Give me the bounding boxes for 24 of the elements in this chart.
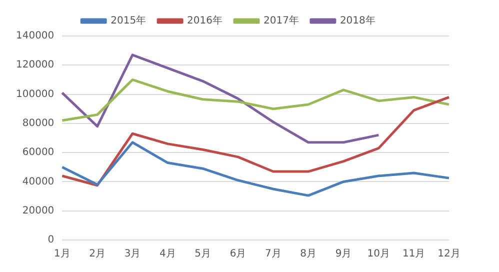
y-tick-label: 60000 (22, 147, 54, 158)
x-tick-label: 8月 (300, 248, 317, 260)
y-tick-label: 0 (48, 234, 54, 246)
y-tick-label: 80000 (22, 118, 54, 130)
y-tick-label: 40000 (22, 176, 54, 188)
legend-label: 2017年 (264, 14, 299, 27)
x-tick-label: 7月 (264, 248, 282, 260)
x-tick-label: 6月 (230, 248, 246, 260)
y-tick-label: 120000 (16, 60, 54, 71)
x-tick-label: 10月 (367, 248, 390, 260)
legend-label: 2018年 (340, 14, 376, 27)
x-tick-label: 4月 (159, 248, 176, 260)
y-tick-label: 140000 (16, 30, 54, 42)
y-tick-label: 100000 (16, 88, 54, 100)
x-tick-label: 11月 (402, 248, 426, 260)
x-tick-label: 1月 (54, 248, 70, 260)
x-tick-label: 5月 (194, 248, 212, 260)
x-tick-label: 2月 (89, 248, 106, 260)
legend-label: 2016年 (187, 14, 223, 27)
legend-label: 2015年 (110, 14, 146, 27)
y-tick-label: 20000 (22, 205, 54, 216)
x-tick-label: 12月 (438, 248, 460, 260)
x-tick-label: 3月 (124, 248, 141, 260)
x-tick-label: 9月 (335, 248, 352, 260)
